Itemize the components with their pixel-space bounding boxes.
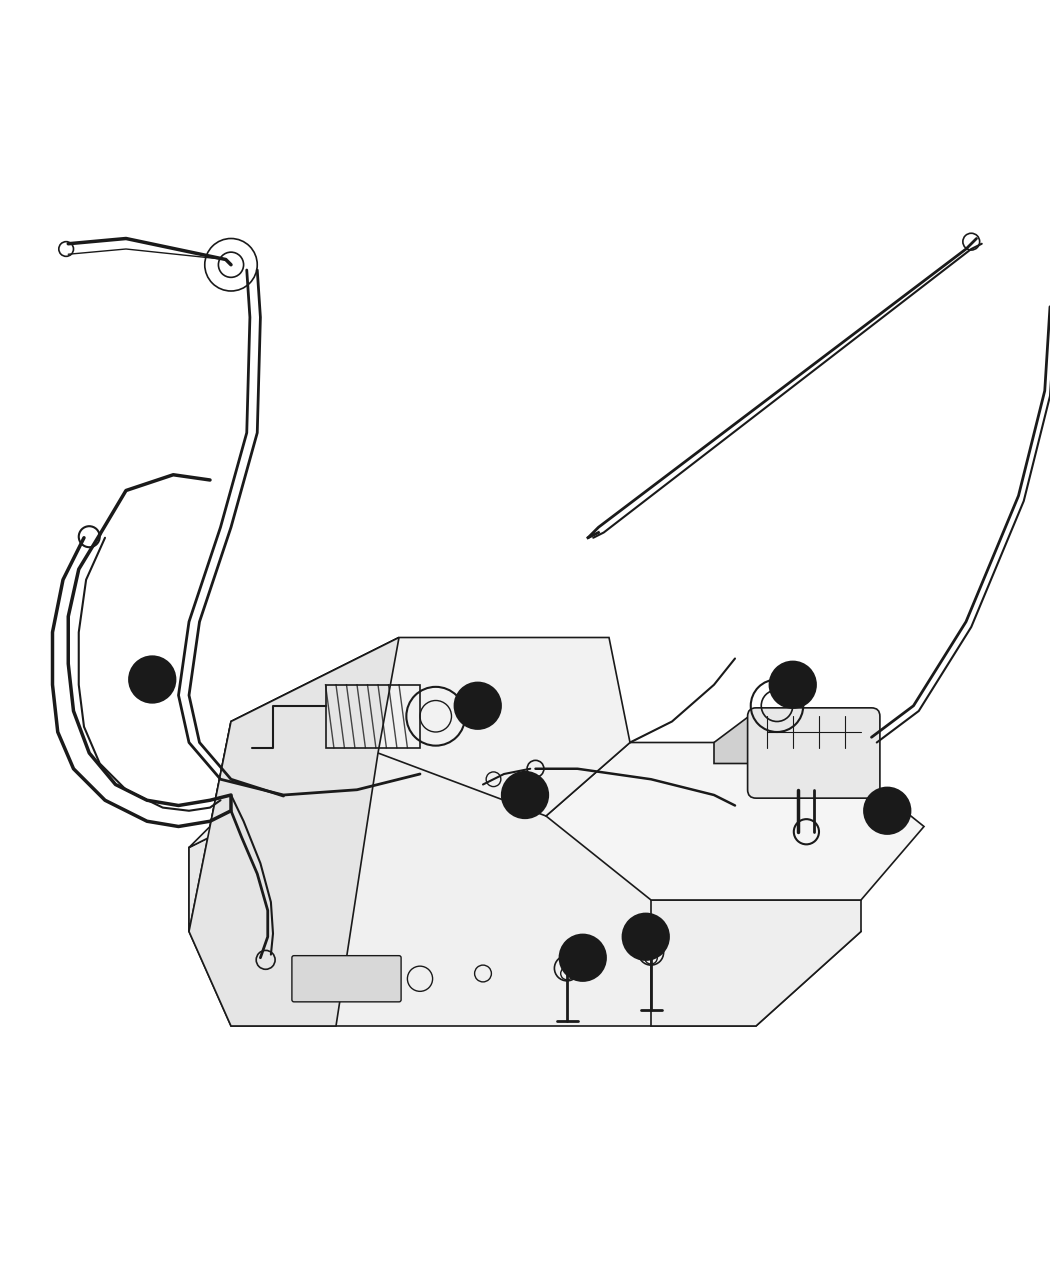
Text: 4: 4 bbox=[147, 672, 157, 687]
Text: 1: 1 bbox=[578, 950, 588, 965]
Polygon shape bbox=[714, 711, 840, 764]
Circle shape bbox=[502, 771, 548, 819]
Polygon shape bbox=[189, 638, 399, 932]
Text: 7: 7 bbox=[882, 803, 892, 819]
Circle shape bbox=[560, 935, 606, 980]
Circle shape bbox=[129, 657, 175, 703]
Polygon shape bbox=[189, 638, 630, 848]
Text: 5: 5 bbox=[788, 677, 798, 692]
Polygon shape bbox=[651, 900, 861, 1026]
Circle shape bbox=[623, 914, 669, 960]
Circle shape bbox=[455, 682, 501, 729]
Polygon shape bbox=[189, 638, 399, 1026]
FancyBboxPatch shape bbox=[748, 708, 880, 798]
Polygon shape bbox=[546, 742, 924, 900]
FancyBboxPatch shape bbox=[292, 956, 401, 1002]
Text: 2: 2 bbox=[640, 929, 651, 945]
Circle shape bbox=[770, 662, 816, 708]
Circle shape bbox=[864, 788, 910, 834]
Text: 6: 6 bbox=[520, 788, 530, 802]
Text: 3: 3 bbox=[472, 699, 483, 713]
Polygon shape bbox=[189, 754, 861, 1026]
